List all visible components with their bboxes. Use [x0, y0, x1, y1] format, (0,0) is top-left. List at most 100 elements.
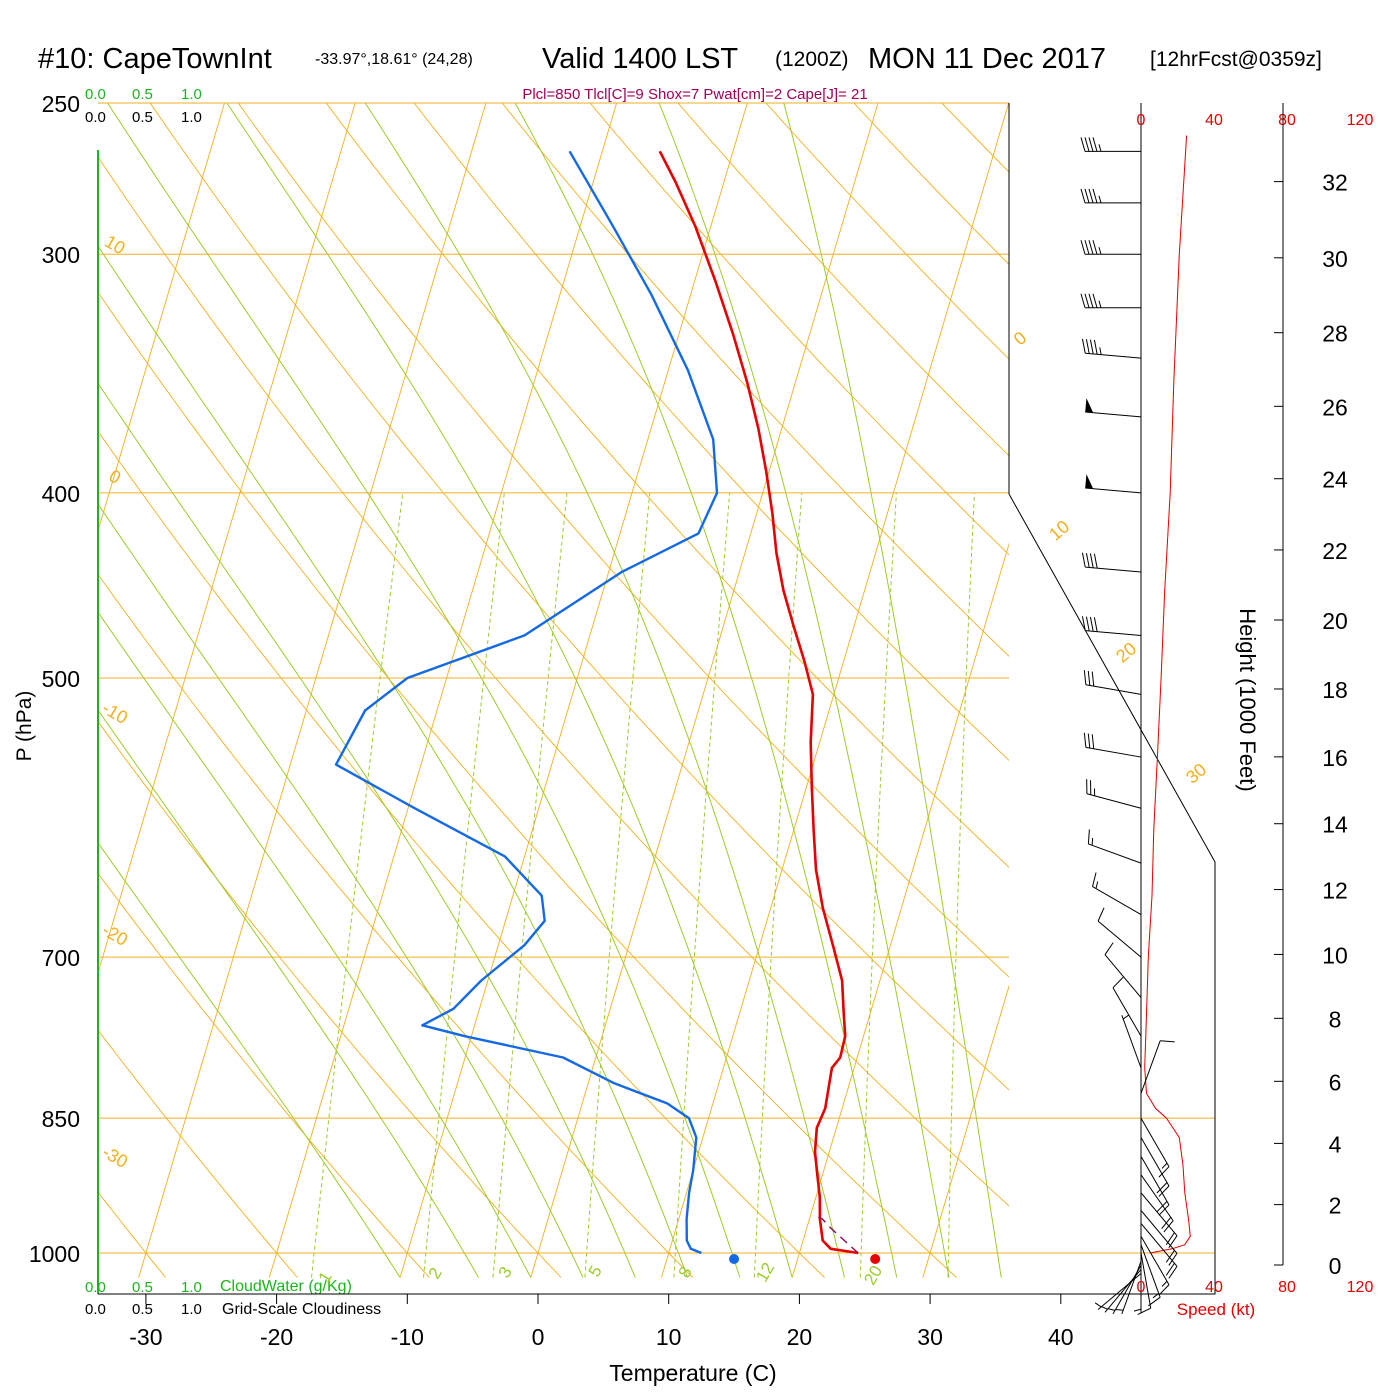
moist-adiabat-line: [658, 103, 950, 1278]
isotherm-label: 0: [106, 466, 125, 488]
dry-adiabat-line: [98, 872, 430, 1278]
wind-barb-feather: [1112, 976, 1124, 989]
wind-barb-staff: [1085, 684, 1142, 695]
wind-barb-staff: [1140, 1117, 1170, 1167]
wind-barb-feather: [1081, 338, 1086, 354]
wind-speed-tick-top: 80: [1278, 112, 1296, 129]
mixing-ratio-line: [859, 492, 897, 1278]
height-tick-label: 14: [1322, 812, 1348, 838]
wind-barb-staff: [1085, 746, 1142, 758]
wind-barb-feather: [1093, 617, 1098, 632]
x-tick-label: -30: [129, 1324, 162, 1350]
wind-barb-feather: [1104, 942, 1114, 955]
wind-barb-feather: [1089, 553, 1094, 568]
moist-adiabat-line: [98, 841, 401, 1278]
x-tick-label: -20: [260, 1324, 293, 1350]
cloudiness-label: Grid-Scale Cloudiness: [222, 1301, 381, 1318]
wind-barb: [1140, 1210, 1178, 1266]
station-coords: -33.97°,18.61° (24,28): [315, 51, 473, 68]
sounding-profiles: [334, 150, 859, 1255]
wind-barb: [1087, 829, 1142, 864]
dry-adiabat-line: [677, 103, 1009, 457]
wind-barb: [1112, 976, 1142, 1037]
cloud-scale-top: 0.0 0.5 1.0 0.0 0.5 1.0: [85, 86, 202, 126]
x-axis-ticks: -30 -20 -10 0 10 20 30 40: [129, 1294, 1074, 1350]
wind-barb-half-feather: [1115, 1309, 1124, 1311]
moist-adiabat-line: [107, 103, 741, 1278]
cloud-scale-bottom: 0.0 0.5 1.0 CloudWater (g/Kg) 0.0 0.5 1.…: [85, 1278, 381, 1318]
wind-barb-feather: [1092, 188, 1098, 204]
wind-barb-feather: [1156, 1182, 1168, 1194]
cloud-tick: 0.5: [132, 86, 153, 103]
wind-barb: [1137, 1252, 1152, 1315]
wind-barb: [1140, 1040, 1175, 1094]
wind-speed-tick-bottom: 40: [1205, 1279, 1223, 1296]
wind-barb-half-feather: [1107, 1308, 1116, 1311]
height-tick-label: 26: [1322, 394, 1348, 420]
mixing-ratio-line: [584, 492, 651, 1278]
height-tick-label: 8: [1329, 1006, 1342, 1032]
height-tick-label: 20: [1322, 608, 1348, 634]
wind-barb-staff: [1085, 411, 1142, 418]
wind-barb: [1121, 1014, 1142, 1069]
wind-barb: [1094, 1273, 1142, 1310]
wind-barb-staff: [1097, 1273, 1142, 1310]
cloudiness-tick: 1.0: [181, 109, 202, 126]
wind-barb-feather: [1089, 616, 1094, 632]
pressure-label: 700: [42, 945, 80, 971]
wind-barb: [1080, 137, 1141, 152]
x-tick-label: 10: [656, 1324, 682, 1350]
wind-barb-feather: [1160, 1040, 1175, 1043]
wind-barb: [1080, 240, 1141, 255]
wind-barb-staff: [1112, 987, 1142, 1037]
isotherm-line: [138, 103, 487, 1278]
utc-time: (1200Z): [775, 48, 849, 71]
moist-adiabat-line: [98, 503, 584, 1278]
wind-barb-feather: [1081, 552, 1086, 568]
wind-speed-line: [1144, 135, 1191, 1254]
temperature-profile: [658, 150, 859, 1255]
height-tick-label: 0: [1329, 1253, 1342, 1279]
wind-barb-feather: [1088, 240, 1094, 255]
wind-barb-feather: [1085, 339, 1090, 354]
mixing-ratio-label: 5: [585, 1262, 606, 1280]
wind-barb-staff: [1140, 1244, 1161, 1298]
height-tick-label: 28: [1322, 321, 1348, 347]
wind-barb-feather: [1087, 670, 1091, 686]
thermo-background: [98, 103, 1009, 1278]
wind-barb-feather: [1092, 872, 1097, 887]
isotherm-label: 10: [1045, 516, 1073, 544]
wind-barb-half-feather: [1161, 1280, 1168, 1287]
mixing-ratio-line: [947, 492, 975, 1278]
wind-barb-feather: [1158, 1185, 1170, 1197]
mixing-ratio-label: 2: [425, 1264, 446, 1282]
wind-barb: [1133, 1257, 1142, 1314]
wind-barb-half-feather: [1098, 144, 1102, 152]
wind-barb-feather: [1091, 671, 1095, 687]
wind-barb-staff: [1085, 487, 1142, 494]
wind-barb-staff: [1112, 1265, 1142, 1315]
wind-barb-half-feather: [1133, 1308, 1142, 1312]
wind-barb: [1086, 779, 1142, 809]
wind-barb: [1107, 1265, 1142, 1315]
dewpoint-profile: [334, 150, 719, 1255]
dry-adiabat-line: [98, 573, 694, 1278]
moist-adiabat-line: [514, 103, 898, 1278]
y-axis-label: P (hPa): [13, 691, 36, 762]
wind-barb-feather: [1168, 1253, 1178, 1266]
isotherm-line: [98, 103, 225, 533]
cloud-tick: 0.0: [85, 86, 106, 103]
height-tick-label: 22: [1322, 538, 1348, 564]
cloudiness-tick: 0.5: [132, 1301, 153, 1318]
isotherm-line: [399, 103, 748, 1278]
mixing-ratio-label: 20: [860, 1262, 886, 1288]
wind-barb-staff: [1092, 886, 1142, 916]
wind-barb-feather: [1158, 1284, 1170, 1296]
wind-speed-label: Speed (kt): [1177, 1300, 1255, 1319]
height-outline: [1008, 103, 1216, 1295]
isotherm-label: -30: [99, 1142, 132, 1172]
isotherm-line: [530, 103, 879, 1278]
x-tick-label: 30: [917, 1324, 943, 1350]
wind-barb-staff: [1140, 1137, 1170, 1187]
